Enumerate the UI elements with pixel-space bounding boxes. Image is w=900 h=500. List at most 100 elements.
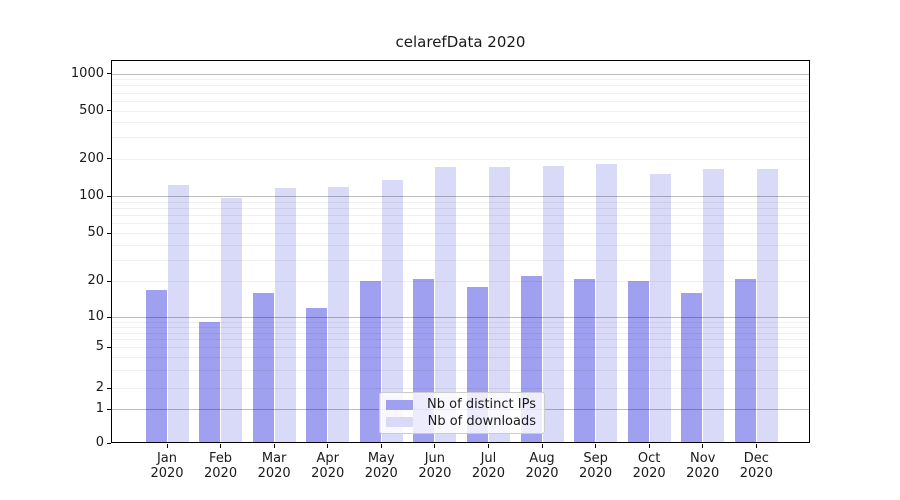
legend-entry-distinct-ips: Nb of distinct IPs [386,397,536,412]
y-tick-label: 2 [95,380,104,395]
bar-nov-downloads [703,169,725,442]
bar-mar-downloads [274,188,296,442]
y-tick-mark [107,110,111,112]
bar-oct-downloads [649,174,671,442]
y-tick-mark [107,346,111,348]
gridline-minor [112,369,809,371]
x-tick-label-jul: Jul 2020 [471,451,505,481]
gridline-minor [112,100,809,102]
y-tick-label: 1 [95,401,104,416]
bar-jan-distinct-ips [145,289,167,442]
gridline-minor [112,92,809,94]
y-tick-mark [107,73,111,74]
x-tick-mark [702,444,704,448]
y-tick-mark [107,195,111,197]
gridline-major [112,317,809,318]
x-tick-label-feb: Feb 2020 [204,451,238,481]
gridline-minor [112,332,809,334]
gridline-minor [112,281,809,283]
x-tick-mark [755,444,757,448]
x-tick-label-mar: Mar 2020 [257,451,291,481]
y-tick-label: 200 [79,150,104,166]
bar-feb-downloads [221,198,243,442]
gridline-minor [112,223,809,225]
gridline-minor [112,122,809,124]
y-tick-mark [107,158,111,160]
bar-may-distinct-ips [359,281,381,442]
gridline-minor [112,215,809,217]
y-tick-mark [107,316,111,318]
bar-jun-downloads [435,167,457,442]
y-tick-mark [107,442,111,444]
bar-sep-distinct-ips [574,278,596,442]
y-tick-label: 20 [87,273,104,289]
gridline-minor [112,244,809,246]
y-tick-label: 5 [95,339,104,355]
gridline-minor [112,326,809,328]
legend-entry-downloads: Nb of downloads [386,414,536,429]
bar-aug-downloads [542,165,564,442]
x-tick-label-may: May 2020 [364,451,398,481]
legend-label-downloads: Nb of downloads [427,414,536,429]
y-tick-mark [107,387,111,389]
gridline-minor [112,259,809,261]
x-tick-mark [648,444,650,448]
gridline-minor [112,85,809,87]
y-tick-label: 1000 [70,65,104,81]
bar-apr-distinct-ips [306,307,328,442]
gridline-minor [112,207,809,209]
y-tick-label: 50 [87,225,104,240]
gridline-minor [112,158,809,160]
gridline-minor [112,233,809,234]
x-tick-mark [541,444,543,448]
gridline-minor [112,201,809,203]
gridline-minor [112,388,809,389]
x-tick-label-sep: Sep 2020 [579,451,613,481]
bar-jul-downloads [488,167,510,442]
legend-swatch-downloads [386,416,413,427]
bar-sep-downloads [596,164,618,442]
bar-feb-distinct-ips [199,321,221,442]
x-tick-label-dec: Dec 2020 [739,451,773,481]
y-tick-label: 0 [95,435,104,450]
y-tick-mark [107,280,111,282]
x-tick-mark [595,444,597,448]
x-tick-mark [273,444,275,448]
plot-area [111,60,810,443]
bar-apr-downloads [328,187,350,442]
bar-nov-distinct-ips [681,292,703,442]
bar-jan-downloads [167,184,189,442]
gridline-major [112,73,809,75]
x-tick-mark [487,444,489,448]
y-tick-mark [107,232,111,234]
bar-dec-downloads [756,168,778,442]
gridline-minor [112,321,809,323]
y-tick-mark [107,408,111,410]
gridline-minor [112,357,809,359]
x-tick-label-jan: Jan 2020 [150,451,184,481]
x-tick-label-apr: Apr 2020 [311,451,345,481]
x-tick-label-aug: Aug 2020 [525,451,559,481]
gridline-minor [112,137,809,139]
bar-may-downloads [381,179,403,442]
gridline-minor [112,339,809,341]
legend-label-distinct-ips: Nb of distinct IPs [427,397,536,412]
y-tick-label: 100 [79,188,104,203]
x-tick-mark [434,444,436,448]
x-tick-label-nov: Nov 2020 [686,451,720,481]
bar-dec-distinct-ips [734,278,756,442]
bar-oct-distinct-ips [627,281,649,442]
gridline-minor [112,347,809,349]
y-tick-label: 500 [79,102,104,118]
x-tick-mark [327,444,329,448]
y-tick-label: 10 [87,309,104,324]
bar-mar-distinct-ips [252,292,274,442]
x-tick-mark [166,444,168,448]
legend: Nb of distinct IPs Nb of downloads [379,392,545,434]
chart-title: celarefData 2020 [395,33,526,51]
gridline-minor [112,79,809,81]
x-tick-mark [220,444,222,448]
gridline-major [112,196,809,197]
gridline-minor [112,110,809,112]
